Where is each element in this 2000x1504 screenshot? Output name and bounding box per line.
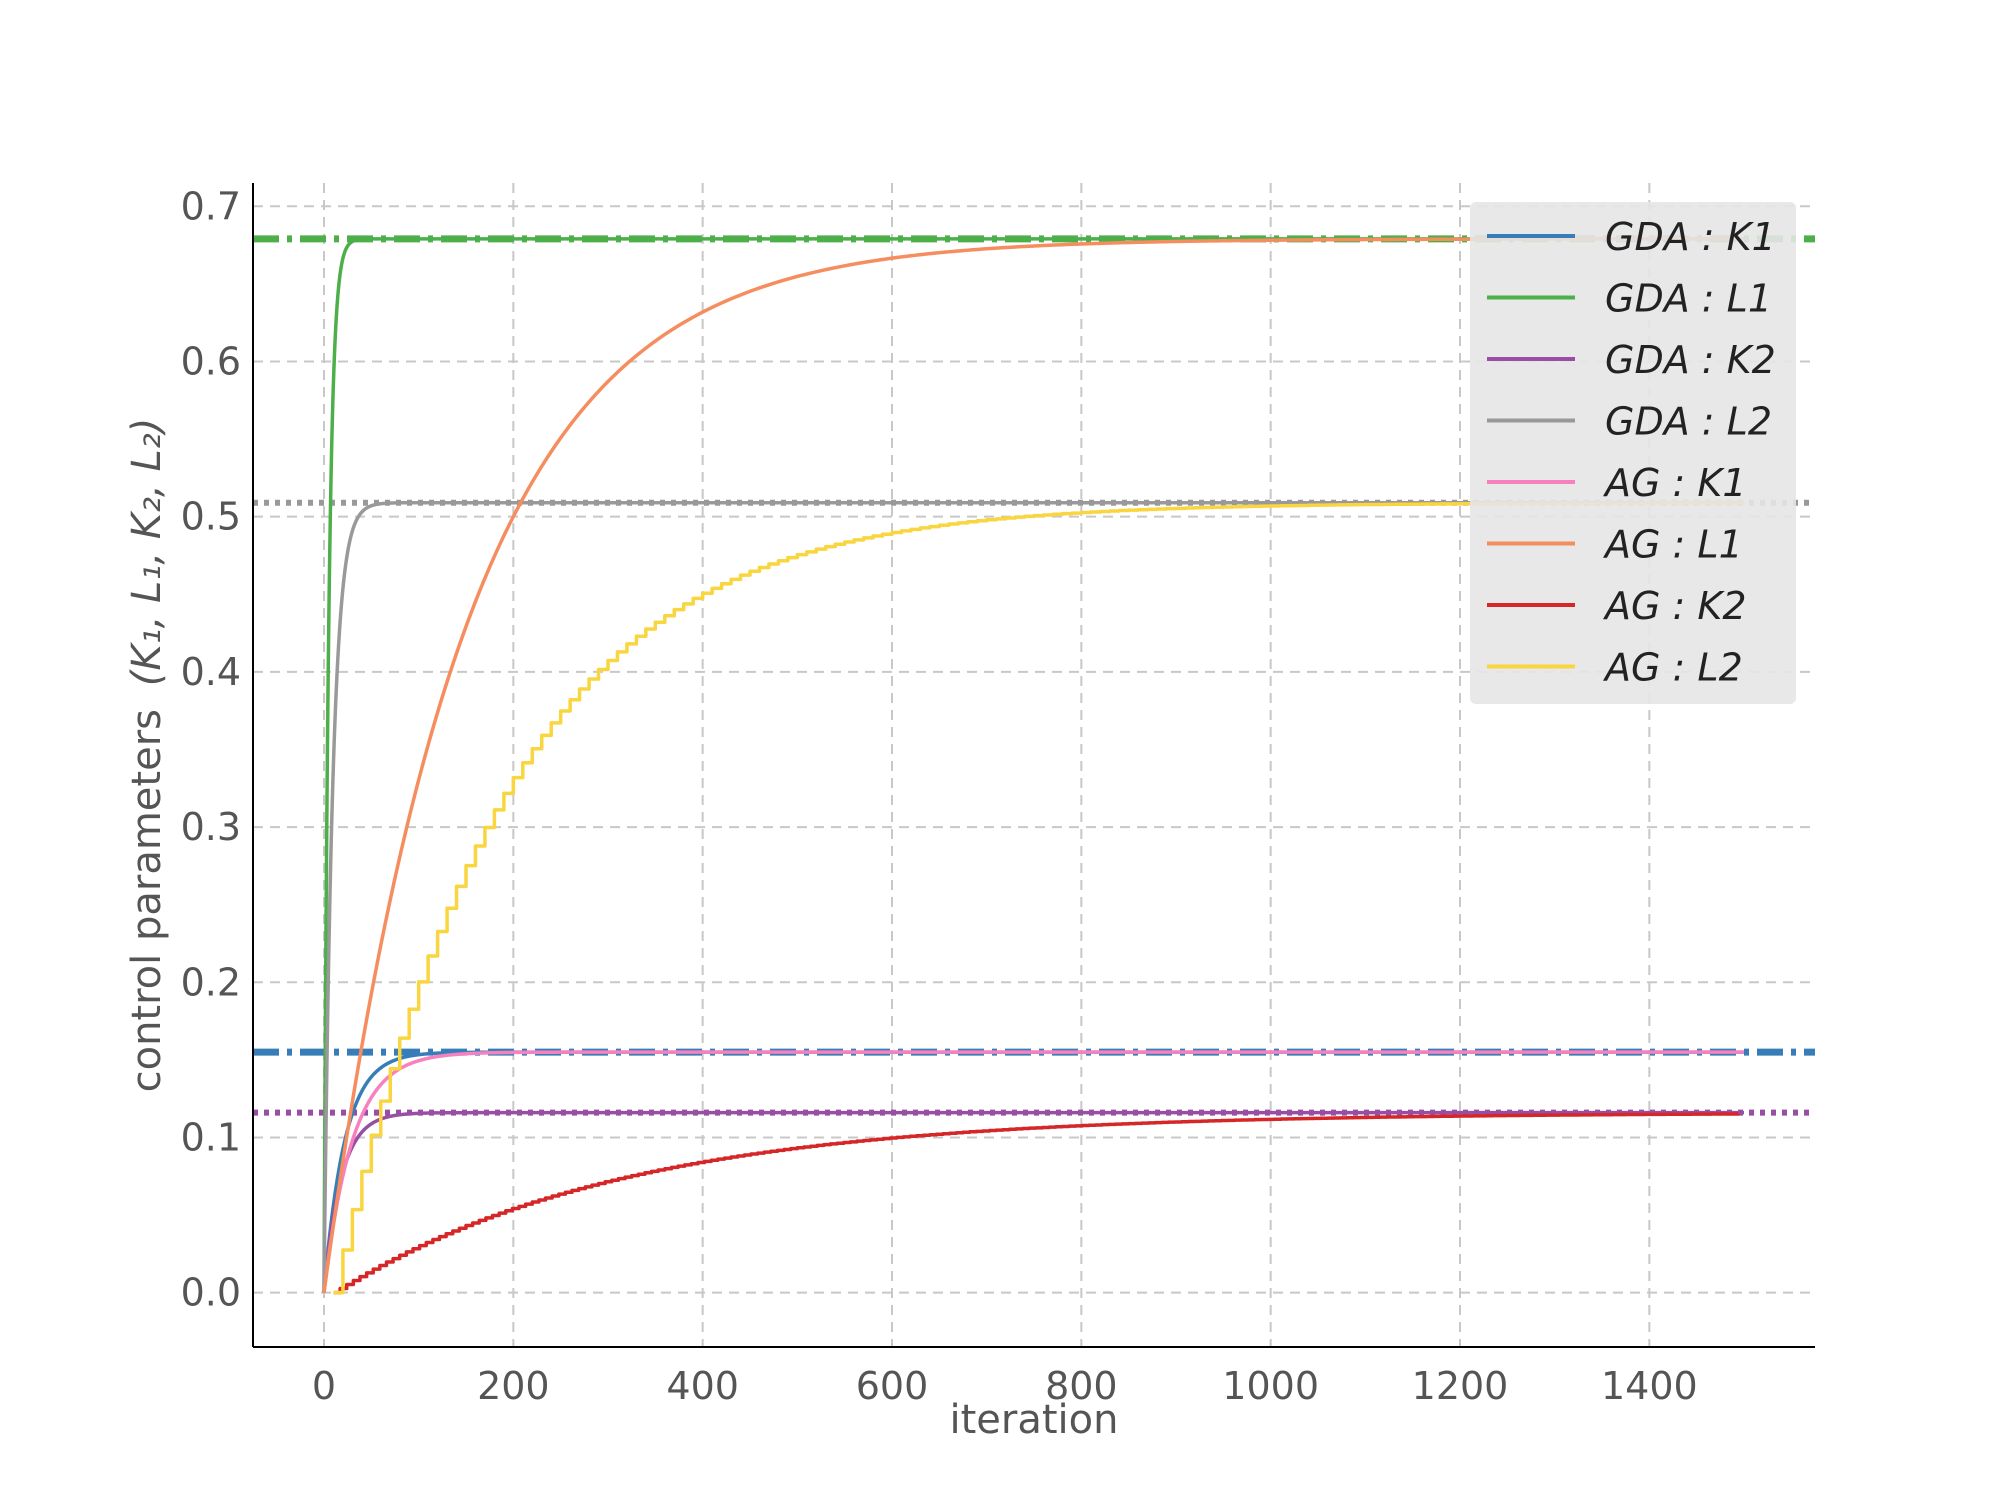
y-tick-label: 0.4 [181, 650, 241, 694]
x-tick-label: 1400 [1601, 1364, 1698, 1408]
legend-items: GDA : K1 GDA : L1 GDA : K2 GDA : L2 AG : K1 A… [1487, 215, 1776, 690]
axes [252, 183, 1815, 1348]
x-tick-label: 0 [312, 1364, 336, 1408]
x-tick-label: 1000 [1222, 1364, 1319, 1408]
y-tick-label: 0.7 [181, 184, 241, 228]
legend-box [1470, 202, 1796, 704]
x-tick-label: 600 [856, 1364, 929, 1408]
y-axis-title-text: control parameters [124, 709, 170, 1092]
legend: GDA : K1 GDA : L1 GDA : K2 GDA : L2 AG : K1 A… [1470, 202, 1796, 704]
legend-label: GDA : K2 [1605, 338, 1776, 382]
legend-label: AG : K1 [1602, 461, 1747, 505]
y-tick-label: 0.0 [181, 1271, 241, 1315]
y-axis-title: control parameters (K₁, L₁, K₂, L₂) [124, 418, 170, 1093]
x-tick-label: 200 [477, 1364, 550, 1408]
legend-label: AG : L2 [1602, 646, 1743, 690]
tick-labels: 0 200 400 600 800 1000 1200 1400 0.0 0.1 0.2 0.3 0.4… [181, 184, 1698, 1408]
x-tick-label: 800 [1045, 1364, 1118, 1408]
y-tick-label: 0.6 [181, 339, 241, 383]
legend-label: GDA : K1 [1605, 215, 1776, 259]
series-line-ag-k2 [333, 1112, 1741, 1295]
legend-label: GDA : L1 [1605, 277, 1772, 321]
y-tick-label: 0.5 [181, 495, 241, 539]
y-tick-label: 0.1 [181, 1115, 241, 1159]
y-tick-label: 0.2 [181, 960, 241, 1004]
legend-label: GDA : L2 [1605, 400, 1772, 444]
series-line-ag-l1 [322, 237, 1744, 1293]
legend-label: AG : L1 [1602, 523, 1743, 567]
y-tick-label: 0.3 [181, 805, 241, 849]
y-axis-title-math: (K₁, L₁, K₂, L₂) [124, 418, 170, 687]
legend-label: AG : K2 [1602, 584, 1747, 628]
series-line-gda-k2 [322, 1110, 1744, 1293]
x-tick-label: 1200 [1412, 1364, 1509, 1408]
series-line-ag-k1 [322, 1050, 1744, 1293]
x-tick-label: 400 [666, 1364, 739, 1408]
x-axis-title: iteration [950, 1397, 1119, 1443]
